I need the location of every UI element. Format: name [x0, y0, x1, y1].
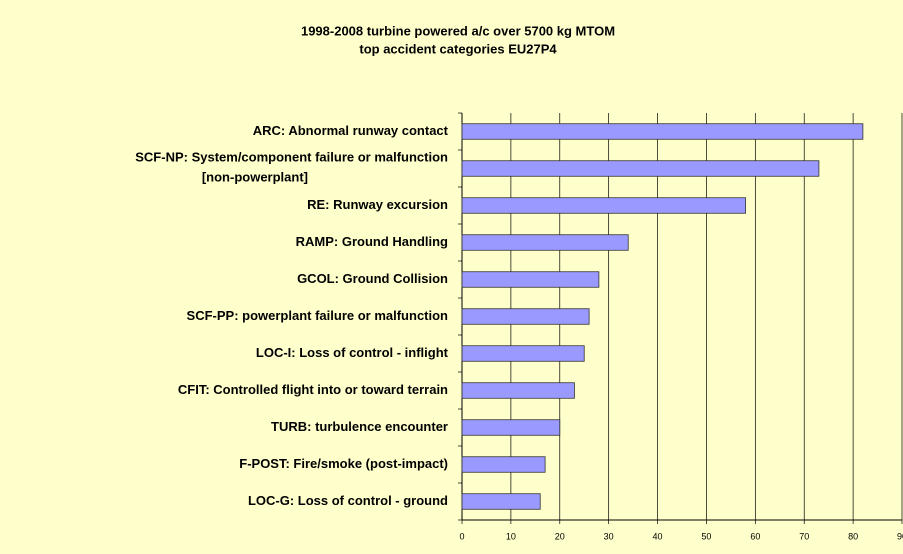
x-tick-label: 90 — [897, 531, 903, 541]
bar — [461, 382, 575, 399]
x-tick-label: 70 — [799, 531, 809, 541]
x-tick-label: 40 — [653, 531, 663, 541]
y-tick-label: SCF-NP: System/component failure or malf… — [135, 150, 448, 185]
bar — [461, 456, 546, 473]
x-tick-label: 30 — [604, 531, 614, 541]
bar — [461, 308, 590, 325]
y-tick-label: LOC-I: Loss of control - inflight — [256, 345, 449, 360]
y-tick-label: LOC-G: Loss of control - ground — [248, 493, 448, 508]
x-tick-label: 10 — [506, 531, 516, 541]
x-tick-label: 20 — [555, 531, 565, 541]
y-tick-label: F-POST: Fire/smoke (post-impact) — [239, 456, 448, 471]
chart-subtitle: top accident categories EU27P4 — [359, 41, 557, 56]
y-tick-label: RAMP: Ground Handling — [296, 234, 448, 249]
x-tick-label: 0 — [459, 531, 464, 541]
bar — [461, 493, 541, 510]
y-tick-label: TURB: turbulence encounter — [271, 419, 448, 434]
y-tick-label: RE: Runway excursion — [307, 197, 448, 212]
chart-title: 1998-2008 turbine powered a/c over 5700 … — [301, 23, 615, 38]
bar — [461, 271, 600, 288]
x-tick-label: 50 — [701, 531, 711, 541]
bar — [461, 345, 585, 362]
y-tick-label: GCOL: Ground Collision — [297, 271, 448, 286]
bar — [461, 123, 864, 140]
y-tick-label: CFIT: Controlled flight into or toward t… — [178, 382, 448, 397]
bar — [461, 197, 746, 214]
y-tick-label: SCF-PP: powerplant failure or malfunctio… — [187, 308, 449, 323]
bar — [461, 419, 561, 436]
x-tick-label: 60 — [750, 531, 760, 541]
bar — [461, 160, 820, 177]
x-tick-label: 80 — [848, 531, 858, 541]
bar — [461, 234, 629, 251]
y-tick-label: ARC: Abnormal runway contact — [253, 123, 449, 138]
